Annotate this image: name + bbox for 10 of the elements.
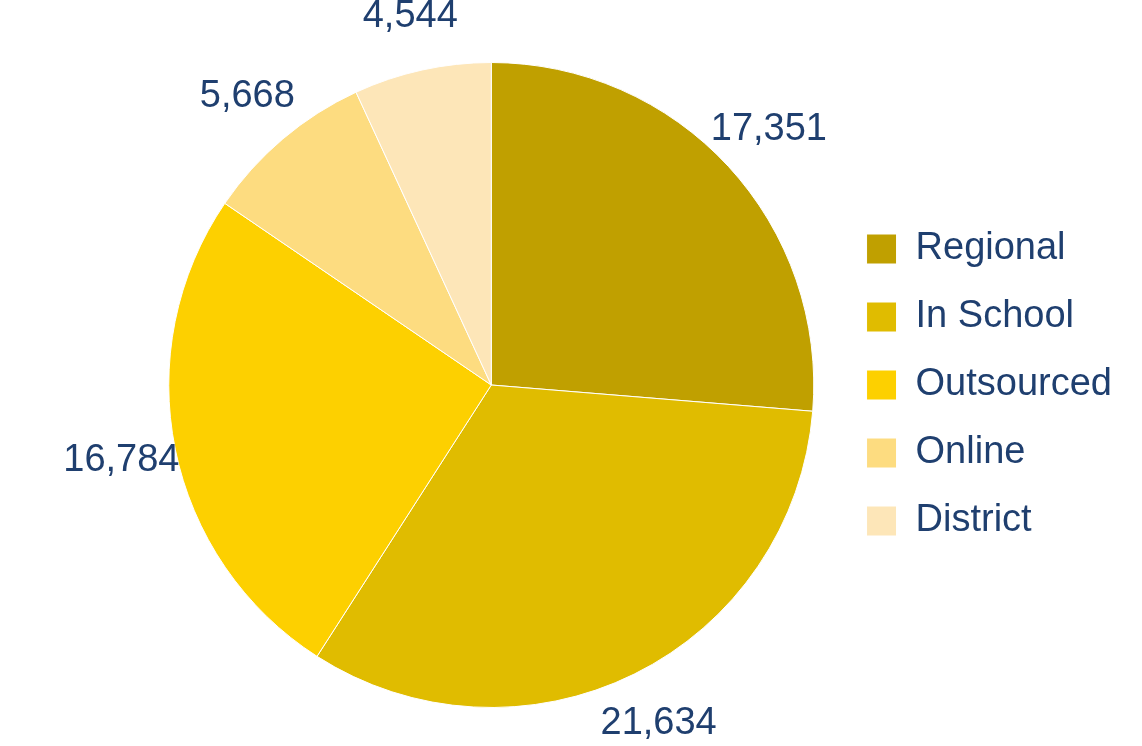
data-label: 16,784 [63,436,180,479]
legend-label: Regional [915,225,1066,268]
data-label: 5,668 [199,73,295,116]
legend-label: Online [915,429,1026,472]
legend-label: In School [915,293,1075,336]
legend-label: Outsourced [915,361,1113,404]
data-label: 21,634 [600,699,717,742]
data-label: 4,544 [362,0,458,35]
legend-label: District [915,497,1033,540]
data-label: 17,351 [710,105,827,148]
